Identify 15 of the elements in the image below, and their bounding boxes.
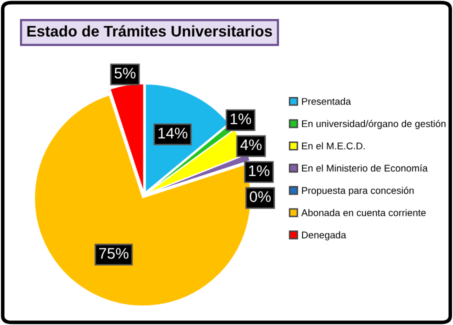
data-label: 1% <box>230 114 252 124</box>
data-label: 1% <box>249 165 270 176</box>
data-label: 75% <box>99 248 128 259</box>
legend-label: En el M.E.C.D. <box>302 142 365 150</box>
legend-label: Denegada <box>302 231 346 240</box>
text: 0% <box>250 191 271 202</box>
legend-label: En universidad/órgano de gestión <box>302 120 446 130</box>
data-label: 5% <box>114 68 136 79</box>
data-label: 14% <box>158 128 188 138</box>
legend-label: En el Ministerio de Economía <box>302 164 428 172</box>
legend-label: Abonada en cuenta corriente <box>301 209 426 216</box>
data-label: 4% <box>240 139 262 150</box>
legend-label: Presentada <box>302 98 352 105</box>
legend-label: Propuesta para concesión <box>302 186 414 196</box>
chart-title: Estado de Trámites Universitarios <box>27 25 272 37</box>
